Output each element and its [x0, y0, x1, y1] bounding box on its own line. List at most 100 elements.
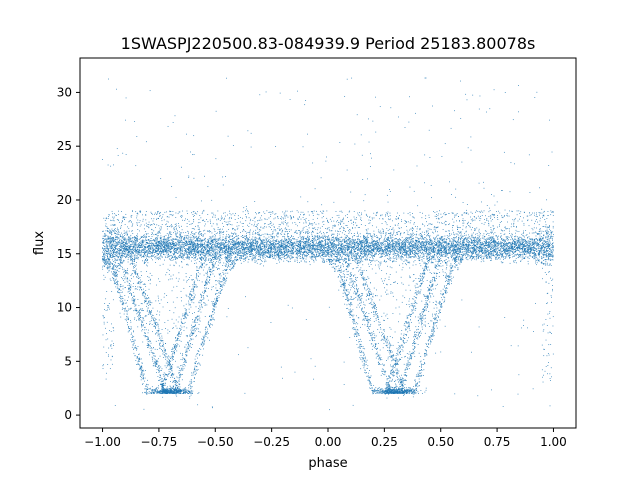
- data-point: [347, 235, 348, 237]
- data-point: [487, 237, 489, 239]
- data-point: [197, 244, 199, 246]
- data-point: [413, 254, 415, 255]
- data-point: [401, 247, 402, 249]
- data-point: [473, 251, 475, 253]
- data-point: [525, 245, 527, 247]
- data-point: [381, 256, 383, 257]
- data-point: [162, 256, 163, 258]
- data-point: [151, 241, 153, 243]
- data-point: [379, 246, 380, 248]
- data-point: [342, 243, 344, 245]
- data-point: [121, 243, 122, 245]
- data-point: [227, 251, 228, 252]
- data-point: [261, 247, 262, 249]
- data-point: [266, 247, 267, 248]
- data-point: [357, 242, 359, 244]
- data-point: [157, 238, 158, 240]
- data-point: [523, 251, 525, 253]
- data-point: [519, 247, 521, 249]
- data-point: [485, 240, 487, 242]
- data-point: [300, 242, 301, 244]
- data-point: [427, 245, 429, 247]
- data-point: [525, 241, 527, 243]
- data-point: [209, 243, 211, 245]
- data-point: [183, 247, 185, 249]
- data-point: [206, 249, 208, 250]
- data-point: [491, 237, 493, 238]
- data-point: [175, 242, 177, 244]
- data-point: [104, 264, 106, 266]
- data-point: [551, 232, 553, 234]
- data-point: [121, 245, 123, 247]
- data-point: [413, 237, 414, 239]
- data-point: [237, 237, 239, 239]
- data-point: [444, 242, 445, 243]
- data-point: [135, 244, 137, 246]
- data-point: [401, 245, 403, 247]
- data-point: [178, 252, 179, 254]
- data-point: [498, 235, 499, 237]
- data-point: [367, 245, 369, 247]
- data-point: [148, 236, 150, 237]
- data-point: [372, 248, 374, 250]
- data-point: [455, 246, 457, 247]
- data-point: [270, 256, 271, 258]
- data-point: [112, 236, 114, 238]
- data-point: [496, 251, 498, 253]
- data-point: [388, 236, 389, 238]
- data-point: [237, 242, 239, 243]
- data-point: [114, 253, 116, 255]
- data-point: [501, 262, 503, 264]
- data-point: [341, 255, 343, 257]
- data-point: [522, 235, 524, 237]
- data-point: [322, 262, 324, 263]
- data-point: [450, 251, 452, 253]
- data-point: [156, 233, 158, 235]
- data-point: [236, 241, 238, 243]
- data-point: [210, 258, 212, 260]
- data-point: [372, 243, 374, 245]
- data-point: [192, 243, 194, 245]
- data-point: [410, 253, 411, 255]
- data-point: [404, 244, 406, 246]
- data-point: [235, 240, 237, 242]
- data-point: [200, 244, 202, 246]
- data-point: [380, 246, 382, 248]
- data-point: [541, 239, 543, 241]
- data-point: [478, 250, 480, 252]
- data-point: [452, 246, 454, 248]
- data-point: [111, 233, 113, 235]
- data-point: [507, 239, 509, 241]
- data-point: [114, 237, 116, 238]
- data-point: [531, 244, 533, 246]
- data-point: [271, 249, 273, 251]
- data-point: [231, 238, 233, 240]
- data-point: [433, 237, 435, 239]
- data-point: [548, 252, 549, 254]
- data-point: [523, 245, 525, 247]
- data-point: [517, 248, 519, 250]
- data-point: [431, 249, 433, 251]
- data-point: [334, 250, 336, 252]
- data-point: [321, 244, 323, 246]
- data-point: [452, 252, 453, 254]
- data-point: [390, 252, 391, 253]
- data-point: [132, 239, 134, 241]
- data-point: [385, 235, 386, 236]
- data-point: [158, 244, 160, 246]
- data-point: [171, 257, 173, 258]
- data-point: [168, 246, 170, 248]
- data-point: [519, 242, 521, 244]
- data-point: [509, 246, 511, 248]
- data-point: [363, 241, 365, 243]
- data-point: [519, 251, 521, 253]
- data-point: [437, 245, 438, 247]
- data-point: [234, 243, 236, 245]
- data-point: [483, 257, 485, 259]
- data-point: [242, 245, 244, 246]
- data-point: [351, 250, 353, 251]
- data-point: [143, 234, 145, 236]
- data-point: [524, 246, 526, 247]
- data-point: [506, 248, 508, 250]
- data-point: [195, 256, 197, 258]
